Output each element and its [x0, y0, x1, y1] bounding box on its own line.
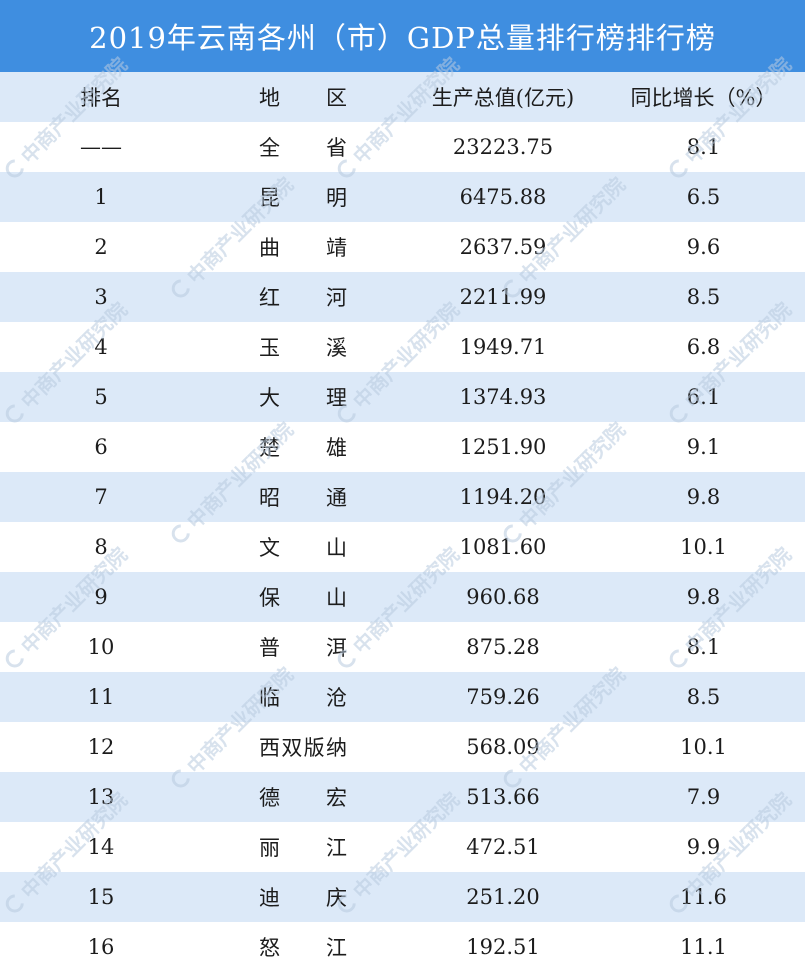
region-cell: 曲靖: [259, 236, 347, 260]
table-row: 7 昭通 1194.20 9.8: [0, 472, 805, 522]
rank-cell: 13: [87, 785, 115, 809]
header-growth: 同比增长（%）: [630, 86, 777, 110]
table-row: 9 保山 960.68 9.8: [0, 572, 805, 622]
region-cell: 保山: [259, 586, 347, 610]
gdp-cell: 568.09: [466, 735, 540, 759]
growth-cell: 9.8: [686, 585, 721, 609]
growth-cell: 6.1: [686, 385, 721, 409]
rank-cell: 10: [87, 635, 115, 659]
region-cell: 昭通: [259, 486, 347, 510]
rank-cell: 15: [87, 885, 115, 909]
table-row: 3 红河 2211.99 8.5: [0, 272, 805, 322]
rank-cell: 8: [94, 535, 108, 559]
gdp-cell: 1251.90: [459, 435, 547, 459]
table-row: 16 怒江 192.51 11.1: [0, 922, 805, 972]
table-row: 2 曲靖 2637.59 9.6: [0, 222, 805, 272]
rank-cell: 2: [94, 235, 108, 259]
rank-cell: 14: [87, 835, 115, 859]
gdp-cell: 1949.71: [459, 335, 547, 359]
growth-cell: 6.8: [686, 335, 721, 359]
title-bar: 2019年云南各州（市）GDP总量排行榜排行榜: [0, 0, 805, 72]
gdp-cell: 472.51: [466, 835, 540, 859]
region-cell: 昆明: [259, 186, 347, 210]
region-cell: 丽江: [259, 836, 347, 860]
gdp-cell: 23223.75: [452, 135, 554, 159]
header-region: 地区: [259, 86, 347, 110]
table-row: 8 文山 1081.60 10.1: [0, 522, 805, 572]
growth-cell: 10.1: [680, 535, 727, 559]
gdp-cell: 6475.88: [459, 185, 547, 209]
rank-cell: 16: [87, 935, 115, 959]
table-row: 12 西双版纳 568.09 10.1: [0, 722, 805, 772]
rank-cell: 1: [94, 185, 108, 209]
table-row: 14 丽江 472.51 9.9: [0, 822, 805, 872]
growth-cell: 9.6: [686, 235, 721, 259]
table-row: 11 临沧 759.26 8.5: [0, 672, 805, 722]
gdp-cell: 1194.20: [459, 485, 547, 509]
gdp-cell: 1081.60: [459, 535, 547, 559]
growth-cell: 9.1: [686, 435, 721, 459]
gdp-cell: 2211.99: [459, 285, 547, 309]
rank-cell: 11: [87, 685, 115, 709]
region-cell: 红河: [259, 286, 347, 310]
growth-cell: 7.9: [686, 785, 721, 809]
gdp-cell: 2637.59: [459, 235, 547, 259]
table-row: 4 玉溪 1949.71 6.8: [0, 322, 805, 372]
rank-cell: 12: [87, 735, 115, 759]
region-cell: 德宏: [259, 786, 347, 810]
growth-cell: 10.1: [680, 735, 727, 759]
table-title: 2019年云南各州（市）GDP总量排行榜排行榜: [89, 21, 716, 55]
header-rank: 排名: [80, 86, 122, 110]
rank-cell: 4: [94, 335, 108, 359]
table-row: 10 普洱 875.28 8.1: [0, 622, 805, 672]
region-cell: 楚雄: [259, 436, 347, 460]
rank-cell: ——: [80, 135, 122, 159]
header-gdp: 生产总值(亿元): [431, 86, 575, 110]
gdp-ranking-table: 排名 地区 生产总值(亿元) 同比增长（%） —— 全省 23223.75 8.1 1 昆…: [0, 72, 805, 972]
region-cell: 文山: [259, 536, 347, 560]
growth-cell: 9.8: [686, 485, 721, 509]
growth-cell: 9.9: [686, 835, 721, 859]
table-row: 1 昆明 6475.88 6.5: [0, 172, 805, 222]
rank-cell: 9: [94, 585, 108, 609]
growth-cell: 8.5: [686, 285, 721, 309]
gdp-cell: 192.51: [466, 935, 540, 959]
gdp-cell: 251.20: [466, 885, 540, 909]
table-row: 6 楚雄 1251.90 9.1: [0, 422, 805, 472]
region-cell: 西双版纳: [259, 736, 347, 760]
table-row-total: —— 全省 23223.75 8.1: [0, 122, 805, 172]
region-cell: 全省: [259, 136, 347, 160]
table-header-row: 排名 地区 生产总值(亿元) 同比增长（%）: [0, 72, 805, 122]
region-cell: 普洱: [259, 636, 347, 660]
region-cell: 大理: [259, 386, 347, 410]
growth-cell: 11.1: [680, 935, 727, 959]
rank-cell: 3: [94, 285, 108, 309]
rank-cell: 7: [94, 485, 108, 509]
rank-cell: 5: [94, 385, 108, 409]
gdp-cell: 960.68: [466, 585, 540, 609]
table-row: 13 德宏 513.66 7.9: [0, 772, 805, 822]
table-body: —— 全省 23223.75 8.1 1 昆明 6475.88 6.5 2 曲靖 2637.59 9.…: [0, 122, 805, 972]
region-cell: 玉溪: [259, 336, 347, 360]
region-cell: 迪庆: [259, 886, 347, 910]
gdp-cell: 1374.93: [459, 385, 547, 409]
gdp-cell: 759.26: [466, 685, 540, 709]
table-row: 15 迪庆 251.20 11.6: [0, 872, 805, 922]
growth-cell: 6.5: [686, 185, 721, 209]
growth-cell: 8.1: [686, 135, 721, 159]
growth-cell: 8.1: [686, 635, 721, 659]
region-cell: 临沧: [259, 686, 347, 710]
gdp-cell: 513.66: [466, 785, 540, 809]
growth-cell: 11.6: [680, 885, 727, 909]
table-row: 5 大理 1374.93 6.1: [0, 372, 805, 422]
growth-cell: 8.5: [686, 685, 721, 709]
rank-cell: 6: [94, 435, 108, 459]
region-cell: 怒江: [259, 936, 347, 960]
gdp-cell: 875.28: [466, 635, 540, 659]
